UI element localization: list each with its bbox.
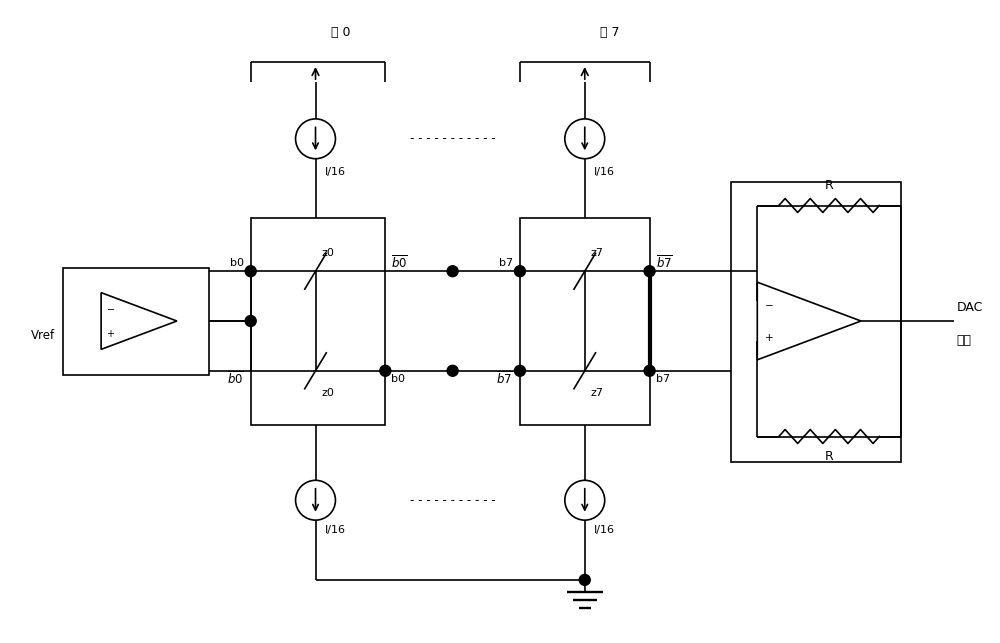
Text: $\overline{b0}$: $\overline{b0}$ — [391, 255, 408, 271]
Text: b7: b7 — [656, 374, 670, 384]
Text: b0: b0 — [391, 374, 405, 384]
Text: I/16: I/16 — [594, 525, 615, 535]
Text: $+$: $+$ — [764, 332, 774, 343]
Bar — [251, 219, 385, 424]
Circle shape — [245, 266, 256, 276]
Text: b0: b0 — [230, 258, 244, 268]
Text: - - - - - - - - - - -: - - - - - - - - - - - — [410, 132, 495, 145]
Text: 位 7: 位 7 — [600, 26, 619, 39]
Text: z0: z0 — [321, 388, 334, 397]
Text: - - - - - - - - - - -: - - - - - - - - - - - — [410, 494, 495, 507]
Circle shape — [514, 266, 525, 276]
Text: $-$: $-$ — [764, 299, 774, 309]
Text: 位 0: 位 0 — [331, 26, 350, 39]
Bar — [63, 268, 209, 375]
Text: DAC: DAC — [957, 300, 983, 314]
Text: b7: b7 — [499, 258, 513, 268]
Text: Vref: Vref — [31, 329, 55, 343]
Text: $-$: $-$ — [106, 303, 115, 313]
Text: I/16: I/16 — [324, 167, 345, 177]
Text: I/16: I/16 — [594, 167, 615, 177]
Circle shape — [579, 574, 590, 585]
Text: $+$: $+$ — [106, 329, 115, 340]
Text: R: R — [825, 179, 833, 192]
Text: z7: z7 — [591, 248, 604, 258]
Circle shape — [644, 266, 655, 276]
Text: 输出: 输出 — [957, 334, 972, 347]
Text: z7: z7 — [591, 388, 604, 397]
Circle shape — [447, 365, 458, 376]
Circle shape — [447, 266, 458, 276]
Bar — [731, 181, 901, 462]
Circle shape — [380, 365, 391, 376]
Text: $\overline{b7}$: $\overline{b7}$ — [496, 370, 513, 387]
Text: z0: z0 — [321, 248, 334, 258]
Text: $\overline{b7}$: $\overline{b7}$ — [656, 255, 673, 271]
Circle shape — [245, 316, 256, 327]
Text: $\overline{b0}$: $\overline{b0}$ — [227, 370, 244, 387]
Text: I/16: I/16 — [324, 525, 345, 535]
Text: R: R — [825, 450, 833, 463]
Bar — [520, 219, 650, 424]
Circle shape — [514, 365, 525, 376]
Circle shape — [644, 365, 655, 376]
